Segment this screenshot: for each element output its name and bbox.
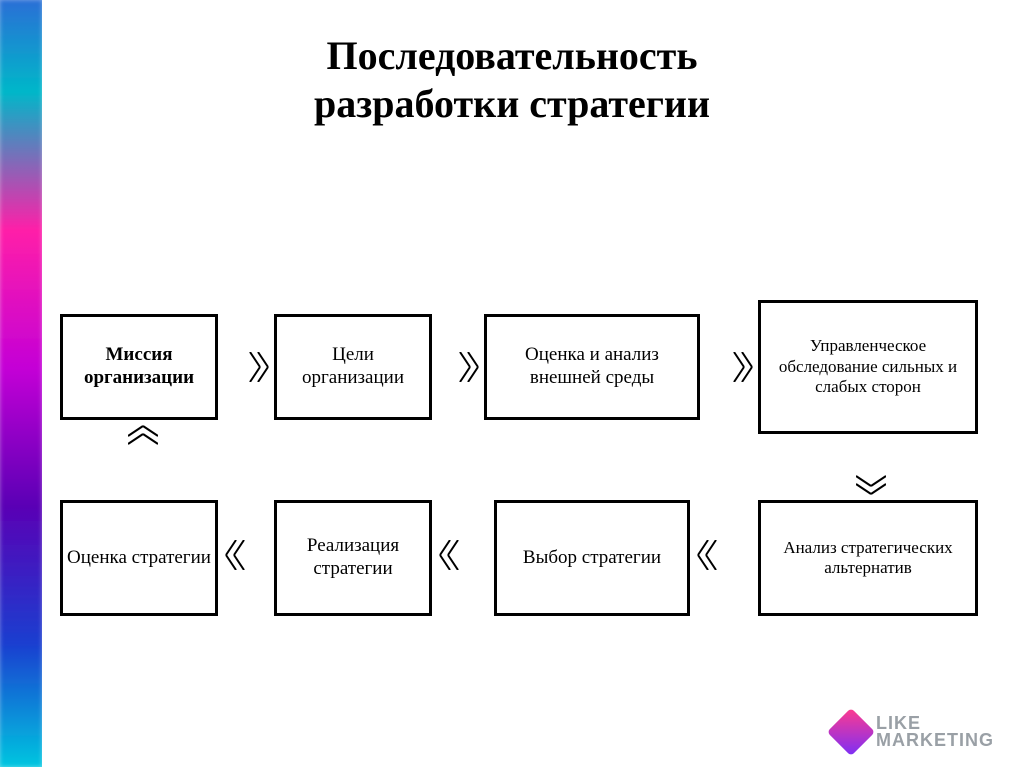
page-title-line2: разработки стратегии <box>0 80 1024 127</box>
arrow-icon <box>856 438 886 496</box>
arrow-icon <box>222 352 270 382</box>
flow-node-n8: Оценка стратегии <box>60 500 218 616</box>
flow-node-label: Управленческое обследование сильных и сл… <box>765 336 971 397</box>
flow-node-label: Выбор стратегии <box>501 547 683 570</box>
arrow-icon <box>224 540 270 570</box>
flow-node-n2: Цели организации <box>274 314 432 420</box>
flow-node-n1: Миссия организации <box>60 314 218 420</box>
flow-node-n4: Управленческое обследование сильных и сл… <box>758 300 978 434</box>
flow-node-label: Анализ стратегических альтернатив <box>765 538 971 579</box>
page-title-line1: Последовательность <box>0 32 1024 79</box>
logo-text: LIKE MARKETING <box>876 715 994 749</box>
flow-node-label: Оценка и анализ внешней среды <box>491 344 693 390</box>
flow-node-label: Цели организации <box>281 344 425 390</box>
logo-icon <box>827 708 875 756</box>
brand-logo: LIKE MARKETING <box>834 715 994 749</box>
flow-node-label: Реализация стратегии <box>281 535 425 581</box>
arrow-icon <box>704 352 754 382</box>
flow-node-label: Миссия организации <box>67 344 211 390</box>
arrow-icon <box>696 540 754 570</box>
flow-node-n5: Анализ стратегических альтернатив <box>758 500 978 616</box>
arrow-icon <box>128 424 158 496</box>
flow-node-n6: Выбор стратегии <box>494 500 690 616</box>
flow-node-n7: Реализация стратегии <box>274 500 432 616</box>
arrow-icon <box>438 540 490 570</box>
arrow-icon <box>436 352 480 382</box>
flow-node-label: Оценка стратегии <box>67 547 211 570</box>
flow-node-n3: Оценка и анализ внешней среды <box>484 314 700 420</box>
